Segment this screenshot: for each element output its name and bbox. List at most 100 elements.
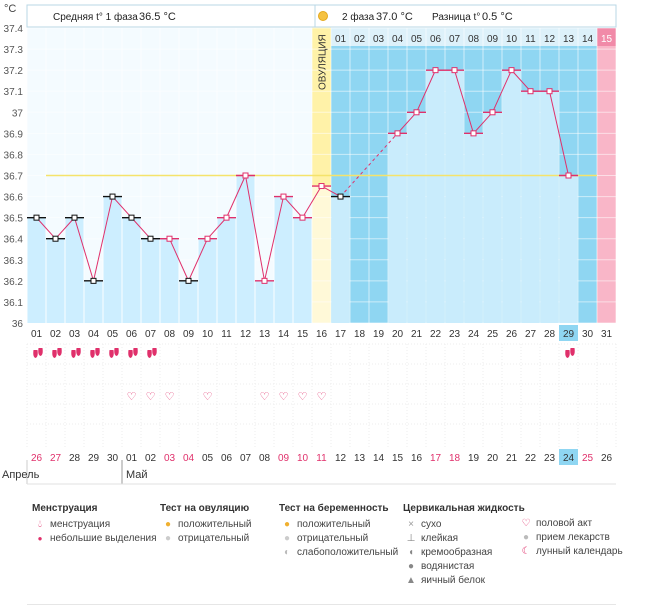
legend-item: небольшие выделения [50,533,157,544]
date-label: 16 [411,453,423,464]
date-label: 03 [164,453,176,464]
date-label: 30 [107,453,119,464]
y-tick-label: 36.1 [4,298,24,309]
day-label: 05 [107,329,119,340]
drop-icon: 💧︎ [38,519,42,530]
temperature-segment [283,196,303,218]
legend-ovulation-title: Тест на овуляцию [160,503,250,514]
temperature-point [432,67,439,74]
test-positive-icon: ● [283,519,291,530]
date-label: 15 [392,453,404,464]
legend-item: лунный календарь [536,546,623,557]
phase2-header-box [314,4,617,28]
moon-icon: ☾ [521,546,531,557]
temperature-segment [264,196,284,281]
sun-negative-icon: ● [164,533,172,544]
date-label: 20 [487,453,499,464]
date-label: 26 [31,453,43,464]
date-label: 23 [544,453,556,464]
x-axis: 01 02 03 04 05 06 07 08 09 10 11 12 13 14 15 16 17 18 19 20… [31,325,613,341]
date-label: 27 [50,453,62,464]
drop-icon [109,348,119,358]
legend-cervical: Цервикальная жидкость × сухо ⊥ клейкая ◖ кр… [403,503,525,588]
temperature-bar [217,217,236,323]
phase2-day-number: 09 [487,34,499,45]
temperature-bar [521,91,540,323]
day-label: 08 [164,329,176,340]
temperature-point [508,67,515,74]
date-label: 06 [221,453,233,464]
phase2-label: 2 фаза [342,11,375,23]
legend-menstruation-title: Менструация [32,503,98,514]
phase2-day-number: 06 [430,34,442,45]
date-label: 13 [354,453,366,464]
legend-pregnancy-test: Тест на беременность ● положительный ● отр… [279,503,398,560]
date-label: 28 [69,453,81,464]
temperature-segment [169,238,189,282]
temperature-bars [27,70,578,324]
day-label: 17 [335,329,347,340]
legend-item: сухо [421,519,442,530]
temperature-segment [397,111,417,134]
day-label: 15 [297,329,309,340]
difference-value: 0.5 °C [482,11,513,23]
y-tick-label: 36.7 [4,172,24,183]
temperature-bar [46,238,65,323]
heart-icon: ♡ [317,390,327,403]
temperature-point [223,214,230,221]
today-day-highlight [559,325,578,341]
day-label: 29 [563,329,575,340]
day-label: 31 [601,329,613,340]
temperature-bar [293,217,312,323]
temperature-point [527,88,534,95]
legend-cervical-title: Цервикальная жидкость [403,503,525,514]
y-tick-label: 37.3 [4,45,24,56]
y-tick-label: 36.8 [4,150,24,161]
date-label: 10 [297,453,309,464]
legend-item: яичный белок [421,575,486,586]
temperature-segment [321,185,341,198]
temperature-point [546,88,553,95]
y-axis: 37.4 37.3 37.2 37.1 37 36.9 36.8 36.7 36.6 36.5 36… [4,24,24,330]
legend-item: отрицательный [297,533,369,544]
legend-other: ♡ половой акт ● прием лекарств ☾ лунный кал… [518,517,623,559]
temperature-bar [255,280,274,323]
temperature-bar [502,70,521,324]
date-label: 08 [259,453,271,464]
phase2-day-number: 12 [544,34,556,45]
temperature-bar [540,91,559,323]
phase2-day-number: 03 [373,34,385,45]
temperature-bar [559,175,578,323]
day-label: 02 [50,329,62,340]
day-label: 24 [468,329,480,340]
temperature-bar [483,112,502,324]
phase2-day-number: 04 [392,34,404,45]
temperature-bar [141,238,160,323]
temperature-bar [122,217,141,323]
heart-icon: ♡ [127,390,137,403]
drop-icon [90,348,100,358]
creamy-icon: ◖ [407,547,415,558]
date-label: 17 [430,453,442,464]
day-label: 11 [221,329,232,340]
temperature-bar [198,238,217,323]
temperature-segment [492,69,512,113]
egg-white-icon: ▲ [406,575,416,586]
day-label: 21 [411,329,423,340]
temperature-point [242,172,249,179]
temperature-bar [274,196,293,323]
temperature-point [109,193,116,200]
drop-icon [33,348,43,358]
day-label: 06 [126,329,138,340]
phase2-day-number: 07 [449,34,461,45]
drop-icon [565,348,575,358]
temperature-bar [426,70,445,324]
temperature-segment [36,217,56,240]
temperature-point [280,193,287,200]
date-label: 24 [563,453,575,464]
day-label: 18 [354,329,366,340]
temperature-segment [188,238,208,282]
temperature-segment [131,217,151,240]
temperature-point [185,277,192,284]
y-tick-label: 37.4 [4,24,24,35]
